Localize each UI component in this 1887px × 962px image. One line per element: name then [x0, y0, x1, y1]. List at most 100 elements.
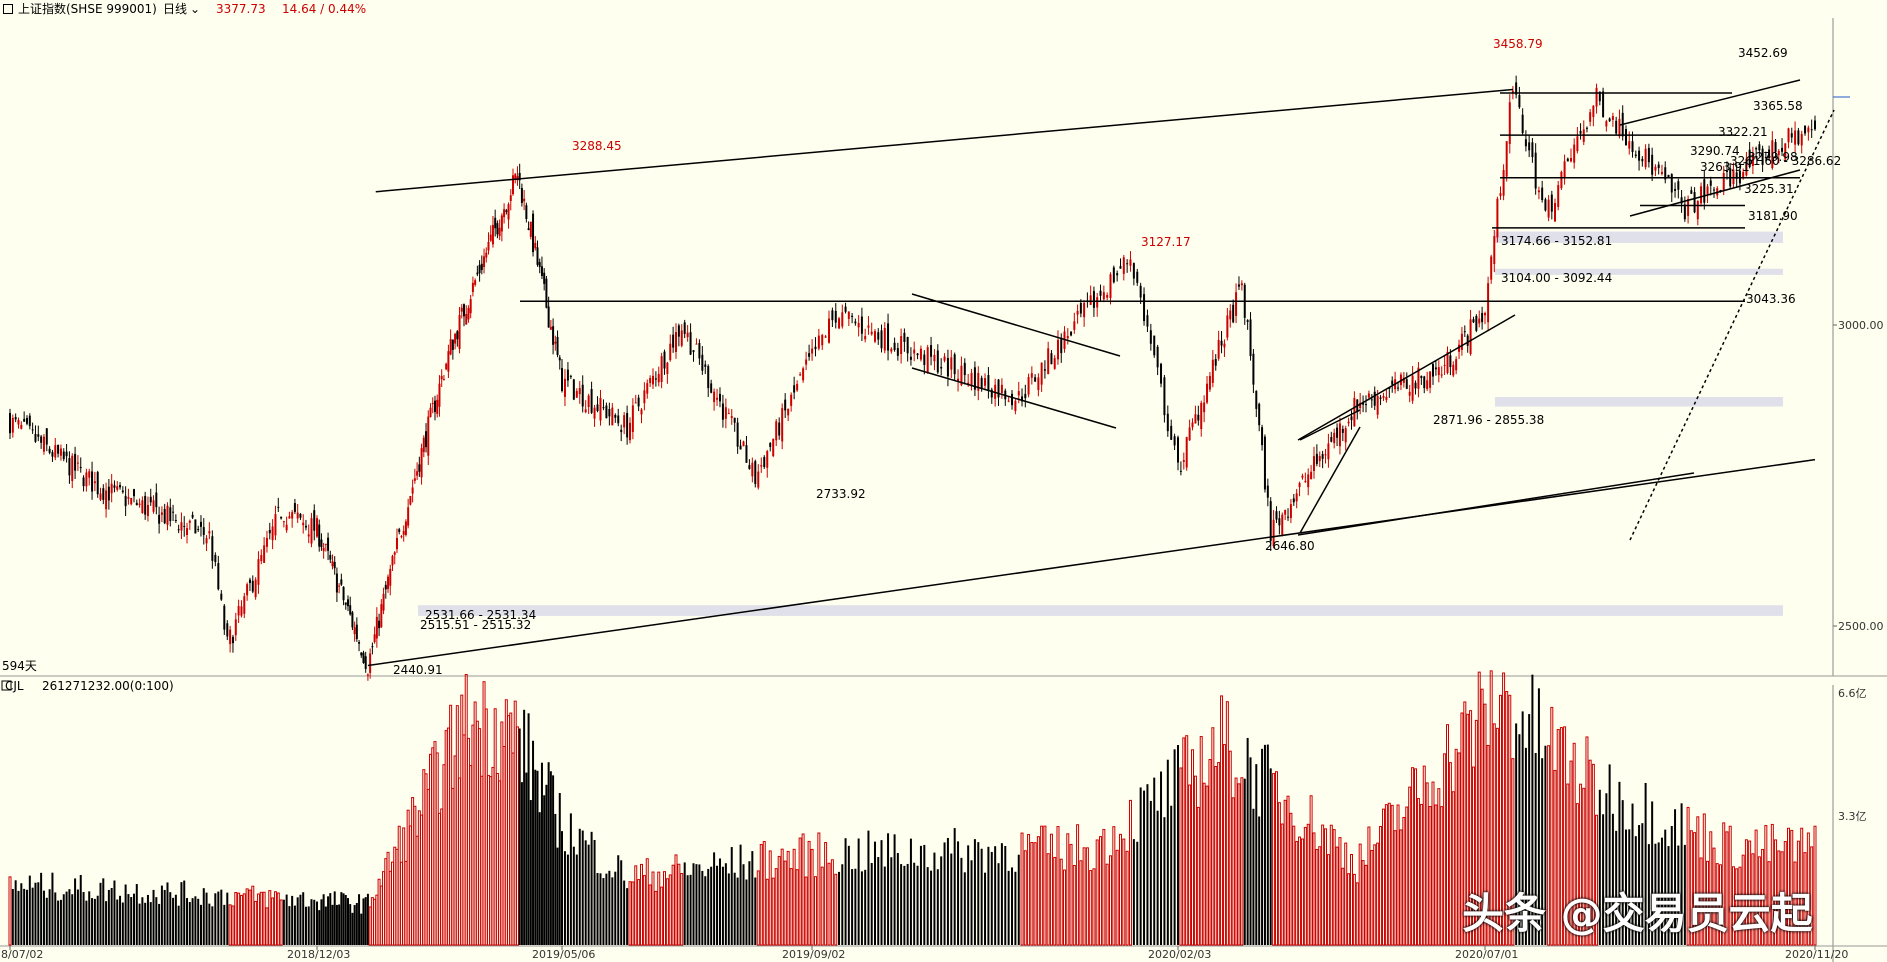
volume-bar — [1651, 801, 1654, 945]
volume-bar — [1020, 832, 1024, 946]
volume-bar — [830, 859, 834, 946]
volume-bar — [1521, 711, 1524, 945]
volume-bar — [1344, 842, 1348, 946]
volume-bar — [239, 894, 243, 946]
volume-bar — [1647, 844, 1650, 945]
candle — [689, 323, 692, 356]
candle — [784, 393, 787, 419]
volume-bar — [1508, 694, 1512, 946]
candle — [366, 673, 369, 681]
candle — [1011, 389, 1014, 410]
volume-bar — [1608, 764, 1611, 945]
volume-bar — [379, 885, 383, 946]
candle — [503, 203, 506, 224]
volume-bar — [1741, 854, 1745, 946]
volume-bar — [1191, 749, 1195, 946]
candle — [787, 408, 790, 422]
candle — [751, 457, 754, 483]
window-menu-icon[interactable] — [3, 4, 13, 14]
volume-bar — [1085, 847, 1089, 946]
candle — [99, 487, 102, 501]
candle — [1790, 127, 1793, 143]
candle — [74, 446, 77, 480]
candle — [1745, 151, 1748, 177]
volume-bar — [754, 877, 757, 945]
volume-bar — [970, 860, 973, 945]
volume-bar — [1550, 706, 1554, 946]
candle — [1217, 330, 1220, 361]
volume-bar — [1628, 829, 1631, 945]
volume-bar — [1605, 793, 1608, 945]
candle — [1566, 157, 1569, 162]
candle — [683, 319, 686, 339]
volume-bar — [751, 851, 754, 945]
volume-bar — [498, 780, 502, 946]
volume-bar — [382, 871, 386, 946]
candle — [536, 240, 539, 267]
candle — [1102, 285, 1105, 303]
candle — [1119, 258, 1122, 269]
volume-bar — [804, 876, 808, 946]
volume-bar — [186, 898, 189, 945]
volume-bar — [1624, 829, 1627, 945]
volume-bar — [197, 898, 200, 945]
candle — [436, 394, 439, 418]
candle — [1382, 392, 1385, 402]
candle — [88, 468, 91, 486]
volume-bar — [40, 872, 43, 945]
candle — [1547, 195, 1550, 222]
candle — [990, 387, 993, 404]
candle — [1466, 333, 1469, 353]
candle — [742, 440, 745, 447]
chevron-down-icon[interactable]: ⌄ — [190, 2, 201, 16]
candle — [549, 319, 552, 330]
volume-bar — [68, 889, 71, 945]
volume-bar — [913, 862, 916, 945]
candle — [916, 352, 919, 360]
volume-bar — [614, 871, 617, 945]
volume-bar — [933, 852, 936, 945]
candle — [666, 361, 669, 384]
volume-bar — [1718, 864, 1722, 946]
candle — [310, 512, 313, 548]
period-selector[interactable]: 日线 — [163, 2, 188, 16]
volume-bar — [183, 880, 186, 945]
candle — [1330, 431, 1333, 443]
volume-bar — [1471, 766, 1475, 946]
indicator-menu-icon[interactable] — [1, 680, 12, 691]
volume-bar — [1783, 841, 1787, 946]
volume-bar — [854, 868, 857, 945]
volume-bar — [1559, 727, 1563, 946]
volume-bar — [1132, 839, 1135, 945]
volume-bar — [296, 897, 299, 945]
candle — [1096, 292, 1099, 317]
volume-bar — [1644, 782, 1647, 945]
candle — [713, 388, 716, 411]
candle — [116, 480, 119, 492]
volume-bar — [545, 784, 548, 945]
volume-bar — [1553, 769, 1557, 946]
volume-bar — [1326, 854, 1330, 946]
price-label: 2733.92 — [816, 487, 866, 501]
volume-bar — [1066, 833, 1070, 946]
candle — [11, 414, 14, 438]
candle — [1272, 509, 1275, 549]
volume-bar — [453, 755, 457, 946]
volume-bar — [631, 881, 635, 946]
volume-bar — [919, 845, 922, 945]
volume-bar — [1379, 825, 1383, 946]
volume-bar — [953, 828, 956, 945]
candle — [234, 612, 237, 641]
volume-bar — [1220, 695, 1224, 946]
volume-bar — [1641, 823, 1644, 945]
volume-bar — [777, 855, 781, 946]
candle — [754, 459, 757, 488]
candle — [724, 398, 727, 429]
volume-indicator-label[interactable]: CJL — [5, 679, 24, 693]
candle — [102, 484, 105, 505]
volume-bar — [786, 850, 790, 946]
volume-bar — [566, 854, 569, 945]
volume-bar — [437, 812, 441, 946]
volume-bar — [28, 875, 31, 945]
